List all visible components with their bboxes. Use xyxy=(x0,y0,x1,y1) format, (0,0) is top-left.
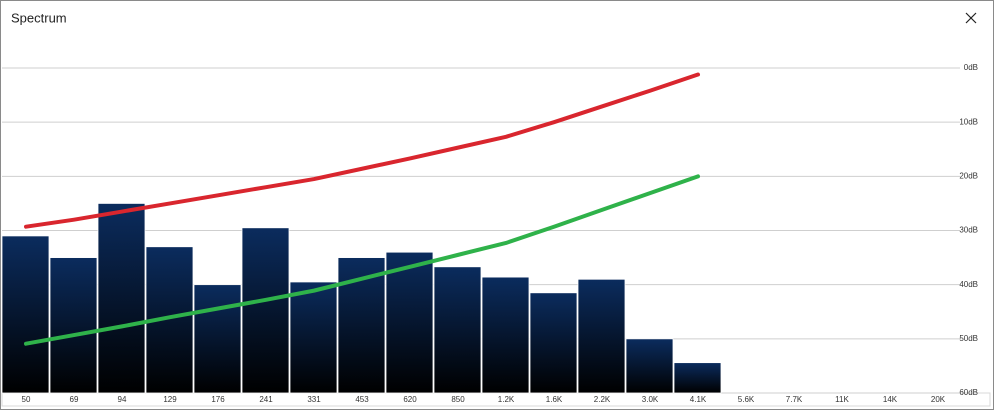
x-tick-label: 7.7K xyxy=(786,395,803,404)
x-tick-label: 11K xyxy=(835,395,849,404)
x-tick-label: 3.0K xyxy=(642,395,659,404)
x-tick-label: 14K xyxy=(883,395,898,404)
y-tick-label: 0dB xyxy=(964,63,978,72)
y-tick-label: 10dB xyxy=(959,117,978,126)
x-tick-label: 1.2K xyxy=(498,395,515,404)
x-tick-label: 69 xyxy=(70,395,79,404)
y-tick-label: 20dB xyxy=(959,171,978,180)
y-tick-label: 40dB xyxy=(959,280,978,289)
y-tick-label: 30dB xyxy=(959,226,978,235)
bar xyxy=(97,203,146,394)
bar xyxy=(241,227,290,394)
bar xyxy=(625,338,674,394)
x-tick-label: 94 xyxy=(118,395,127,404)
x-tick-label: 331 xyxy=(307,395,321,404)
x-tick-label: 453 xyxy=(355,395,369,404)
bar xyxy=(289,281,338,394)
x-tick-label: 2.2K xyxy=(594,395,611,404)
x-tick-label: 129 xyxy=(163,395,177,404)
x-tick-label: 176 xyxy=(211,395,225,404)
x-tick-label: 1.6K xyxy=(546,395,563,404)
x-tick-label: 620 xyxy=(403,395,417,404)
x-tick-label: 20K xyxy=(931,395,946,404)
x-tick-label: 850 xyxy=(451,395,465,404)
x-tick-label: 4.1K xyxy=(690,395,707,404)
line xyxy=(24,174,700,346)
bar xyxy=(433,266,482,394)
close-button[interactable] xyxy=(965,12,977,24)
line xyxy=(24,72,700,229)
window-title: Spectrum xyxy=(11,10,67,25)
bar xyxy=(481,276,530,394)
bar xyxy=(529,292,578,394)
bar xyxy=(49,257,98,394)
bar xyxy=(385,251,434,394)
y-tick-label: 60dB xyxy=(959,388,978,397)
x-tick-label: 5.6K xyxy=(738,395,755,404)
x-tick-label: 50 xyxy=(22,395,31,404)
x-tick-label: 241 xyxy=(259,395,273,404)
bar xyxy=(193,284,242,394)
bar xyxy=(1,235,50,394)
bar xyxy=(577,278,626,394)
y-tick-label: 50dB xyxy=(959,334,978,343)
bar xyxy=(673,362,722,394)
